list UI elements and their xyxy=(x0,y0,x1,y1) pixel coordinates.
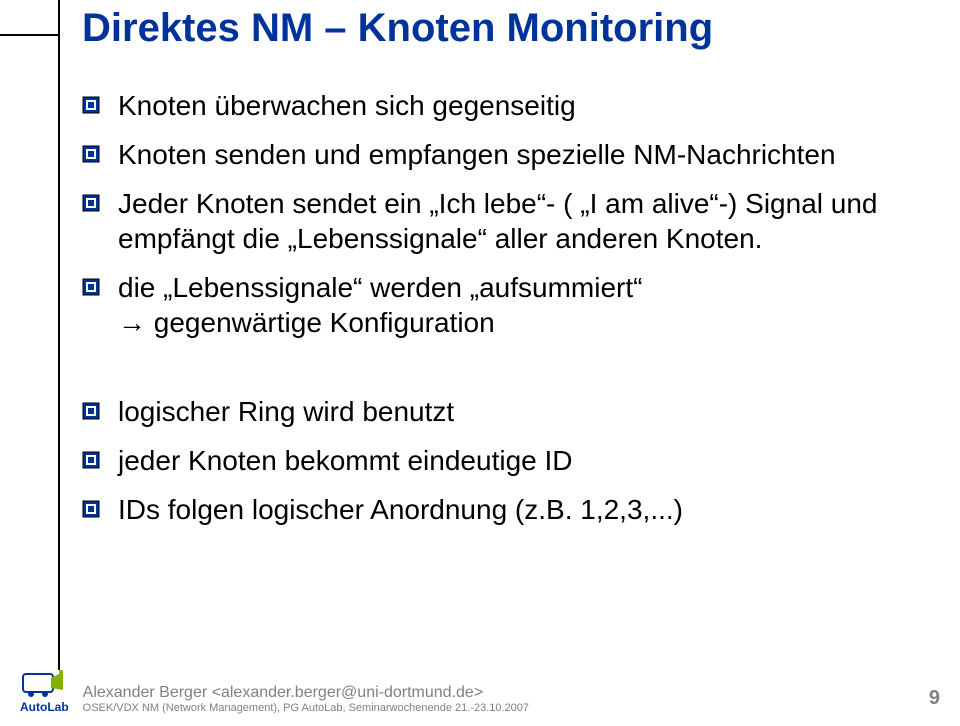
bullet-icon xyxy=(82,194,100,212)
logo-icon xyxy=(21,668,67,698)
list-item: Knoten senden und empfangen spezielle NM… xyxy=(82,137,940,172)
spacer xyxy=(82,354,940,394)
presenter-line: Alexander Berger <alexander.berger@uni-d… xyxy=(83,684,529,702)
bullet-text: IDs folgen logischer Anordnung (z.B. 1,2… xyxy=(118,492,683,527)
list-item: die „Lebenssignale“ werden „aufsummiert“… xyxy=(82,270,940,340)
bullet-icon xyxy=(82,145,100,163)
bullet-text: die „Lebenssignale“ werden „aufsummiert“… xyxy=(118,270,642,340)
bullet-icon xyxy=(82,451,100,469)
list-item: Knoten überwachen sich gegenseitig xyxy=(82,88,940,123)
bullet-icon xyxy=(82,402,100,420)
corner-rule-vertical xyxy=(58,0,60,670)
corner-rule-horizontal xyxy=(0,34,60,36)
talk-info-line: OSEK/VDX NM (Network Management), PG Aut… xyxy=(83,702,529,714)
bullet-icon xyxy=(82,278,100,296)
slide: Direktes NM – Knoten Monitoring Knoten ü… xyxy=(0,0,960,726)
footer-meta: Alexander Berger <alexander.berger@uni-d… xyxy=(83,684,529,714)
content-area: Knoten überwachen sich gegenseitig Knote… xyxy=(82,88,940,541)
page-title: Direktes NM – Knoten Monitoring xyxy=(82,6,713,51)
footer-left: AutoLab Alexander Berger <alexander.berg… xyxy=(20,668,529,714)
footer: AutoLab Alexander Berger <alexander.berg… xyxy=(20,668,940,714)
bullet-text: Jeder Knoten sendet ein „Ich lebe“- ( „I… xyxy=(118,186,940,256)
logo: AutoLab xyxy=(20,668,69,714)
logo-text: AutoLab xyxy=(20,700,69,714)
bullet-text: Knoten senden und empfangen spezielle NM… xyxy=(118,137,836,172)
list-item: jeder Knoten bekommt eindeutige ID xyxy=(82,443,940,478)
bullet-text: Knoten überwachen sich gegenseitig xyxy=(118,88,576,123)
bullet-icon xyxy=(82,500,100,518)
list-item: IDs folgen logischer Anordnung (z.B. 1,2… xyxy=(82,492,940,527)
bullet-text: jeder Knoten bekommt eindeutige ID xyxy=(118,443,573,478)
list-item: logischer Ring wird benutzt xyxy=(82,394,940,429)
list-item: Jeder Knoten sendet ein „Ich lebe“- ( „I… xyxy=(82,186,940,256)
bullet-icon xyxy=(82,96,100,114)
bullet-text: logischer Ring wird benutzt xyxy=(118,394,454,429)
page-number: 9 xyxy=(929,687,940,714)
